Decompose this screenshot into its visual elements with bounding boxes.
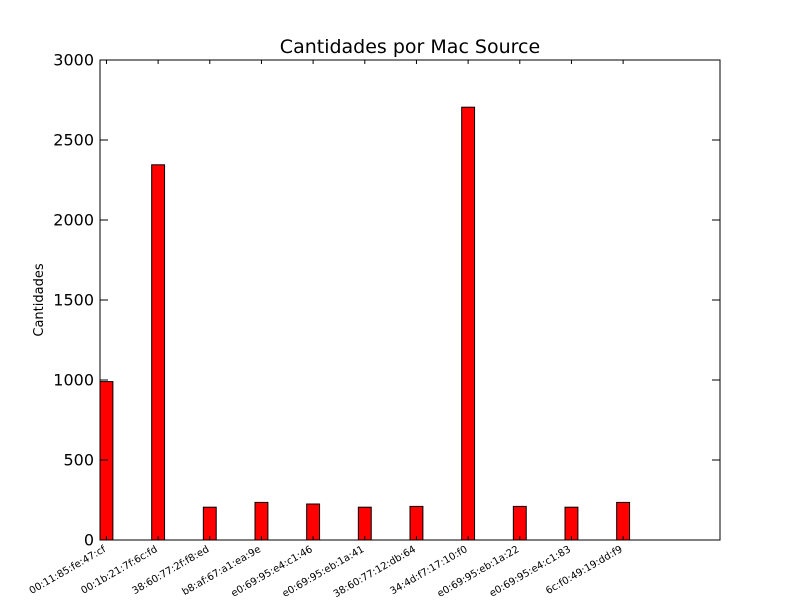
y-tick-label-5: 2500	[53, 131, 94, 150]
bar-9	[564, 506, 579, 541]
bar-8	[512, 505, 527, 541]
y-tick-label-0: 0	[84, 531, 94, 550]
plot-frame	[99, 59, 721, 541]
y-axis-title: Cantidades	[32, 263, 47, 336]
y-tick-label-6: 3000	[53, 51, 94, 70]
bar-2	[202, 506, 217, 541]
chart-title: Cantidades por Mac Source	[280, 36, 540, 58]
bars-group	[99, 106, 631, 541]
bar-5	[357, 506, 372, 541]
tick-labels-group: 00:11:85:fe:47:cf00:1b:21:7f:6c:fd38:60:…	[28, 51, 625, 600]
bar-1	[151, 164, 166, 541]
y-tick-label-1: 500	[63, 451, 94, 470]
bar-0	[99, 381, 114, 541]
bar-7	[461, 106, 476, 541]
bar-10	[616, 501, 631, 541]
bar-6	[409, 505, 424, 541]
y-tick-label-3: 1500	[53, 291, 94, 310]
ticks-group	[100, 59, 720, 541]
bar-3	[254, 501, 269, 541]
y-tick-label-4: 2000	[53, 211, 94, 230]
y-tick-label-2: 1000	[53, 371, 94, 390]
bar-4	[306, 503, 321, 541]
